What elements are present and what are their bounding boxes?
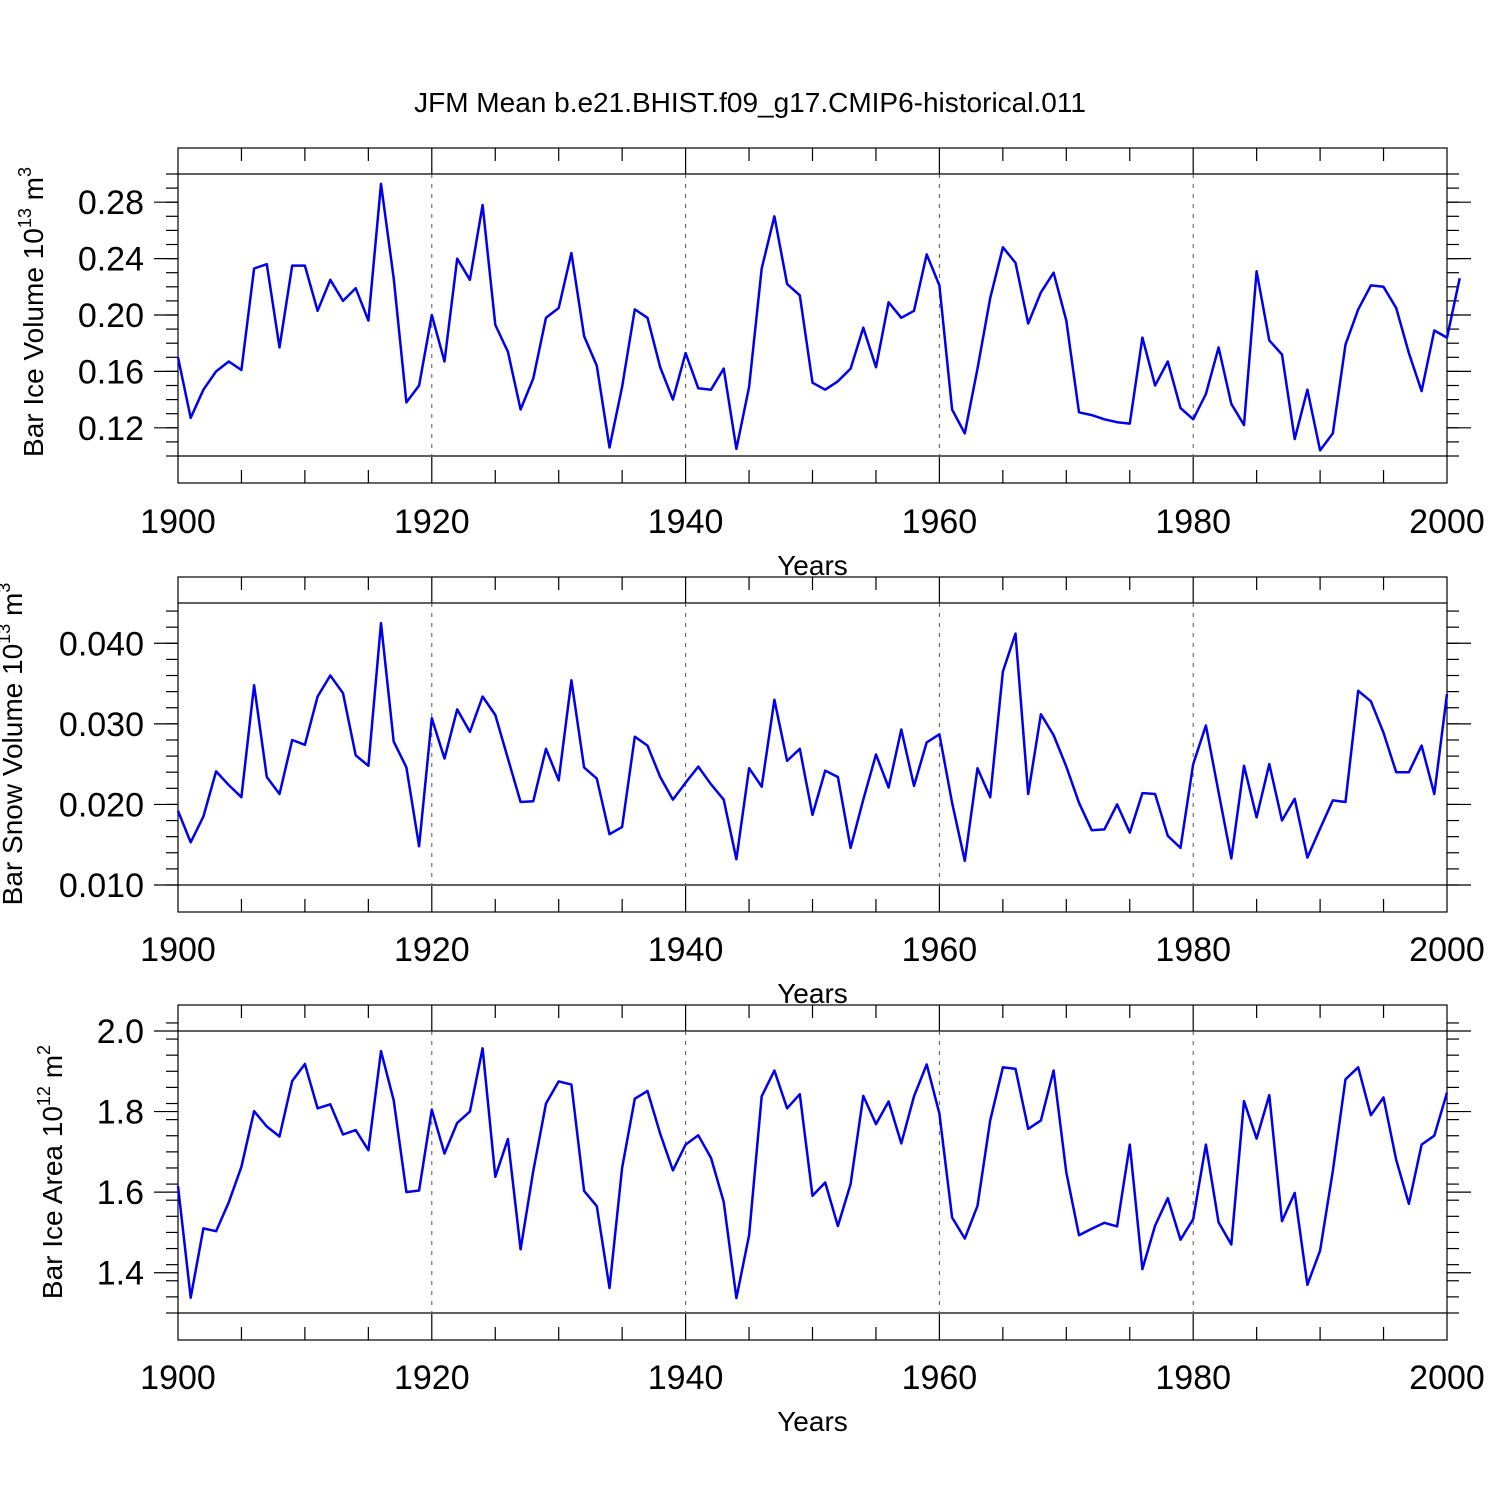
y-tick-label: 0.16 <box>78 353 144 391</box>
y-tick-label: 0.20 <box>78 297 144 335</box>
y-tick-label: 0.020 <box>59 786 144 824</box>
series-line <box>176 621 1449 863</box>
y-tick-label: 0.010 <box>59 867 144 905</box>
y-tick-label: 0.030 <box>59 706 144 744</box>
x-axis-label: Years <box>777 1406 848 1437</box>
x-tick-label: 1960 <box>902 503 978 541</box>
x-tick-label: 1960 <box>902 931 978 969</box>
y-tick-label: 1.8 <box>97 1094 144 1132</box>
x-tick-label: 1940 <box>648 1359 724 1397</box>
y-tick-label: 1.4 <box>97 1255 144 1293</box>
x-tick-label: 1980 <box>1155 931 1231 969</box>
x-tick-label: 1980 <box>1155 1359 1231 1397</box>
x-axis-label: Years <box>777 550 848 581</box>
panel-2: 1900 1920 1940 1960 1980 2000 0.010 0.020 0.030 0… <box>0 576 1485 1009</box>
x-tick-label: 1920 <box>394 931 470 969</box>
x-tick-label: 2000 <box>1409 1359 1485 1397</box>
panel-frame <box>177 1004 1448 1341</box>
panel-1: 1900 1920 1940 1960 1980 2000 0.12 0.16 0.20 0.24… <box>15 147 1485 581</box>
x-tick-label: 1980 <box>1155 503 1231 541</box>
chart-title: JFM Mean b.e21.BHIST.f09_g17.CMIP6-histo… <box>414 87 1086 118</box>
y-axis-label: Bar Snow Volume 1013 m3 <box>0 583 28 906</box>
series-line <box>176 1047 1449 1300</box>
panel-frame <box>177 576 1448 913</box>
x-tick-label: 1920 <box>394 1359 470 1397</box>
panel-3: 1900 1920 1940 1960 1980 2000 1.4 1.6 1.8 2.0 Year… <box>34 1004 1485 1437</box>
x-tick-label: 1900 <box>140 503 216 541</box>
x-tick-label: 1940 <box>648 503 724 541</box>
y-axis-label: Bar Ice Area 1012 m2 <box>34 1045 68 1299</box>
x-tick-label: 2000 <box>1409 503 1485 541</box>
y-tick-label: 0.24 <box>78 241 144 279</box>
y-tick-label: 0.28 <box>78 184 144 222</box>
x-tick-label: 2000 <box>1409 931 1485 969</box>
x-axis-label: Years <box>777 978 848 1009</box>
x-tick-label: 1900 <box>140 1359 216 1397</box>
x-tick-label: 1900 <box>140 931 216 969</box>
y-tick-label: 2.0 <box>97 1013 144 1051</box>
x-tick-label: 1940 <box>648 931 724 969</box>
x-tick-label: 1920 <box>394 503 470 541</box>
y-tick-label: 0.040 <box>59 625 144 663</box>
series-line <box>176 182 1461 452</box>
x-tick-label: 1960 <box>902 1359 978 1397</box>
y-axis-label: Bar Ice Volume 1013 m3 <box>15 167 49 457</box>
y-tick-label: 0.12 <box>78 410 144 448</box>
y-tick-label: 1.6 <box>97 1174 144 1212</box>
